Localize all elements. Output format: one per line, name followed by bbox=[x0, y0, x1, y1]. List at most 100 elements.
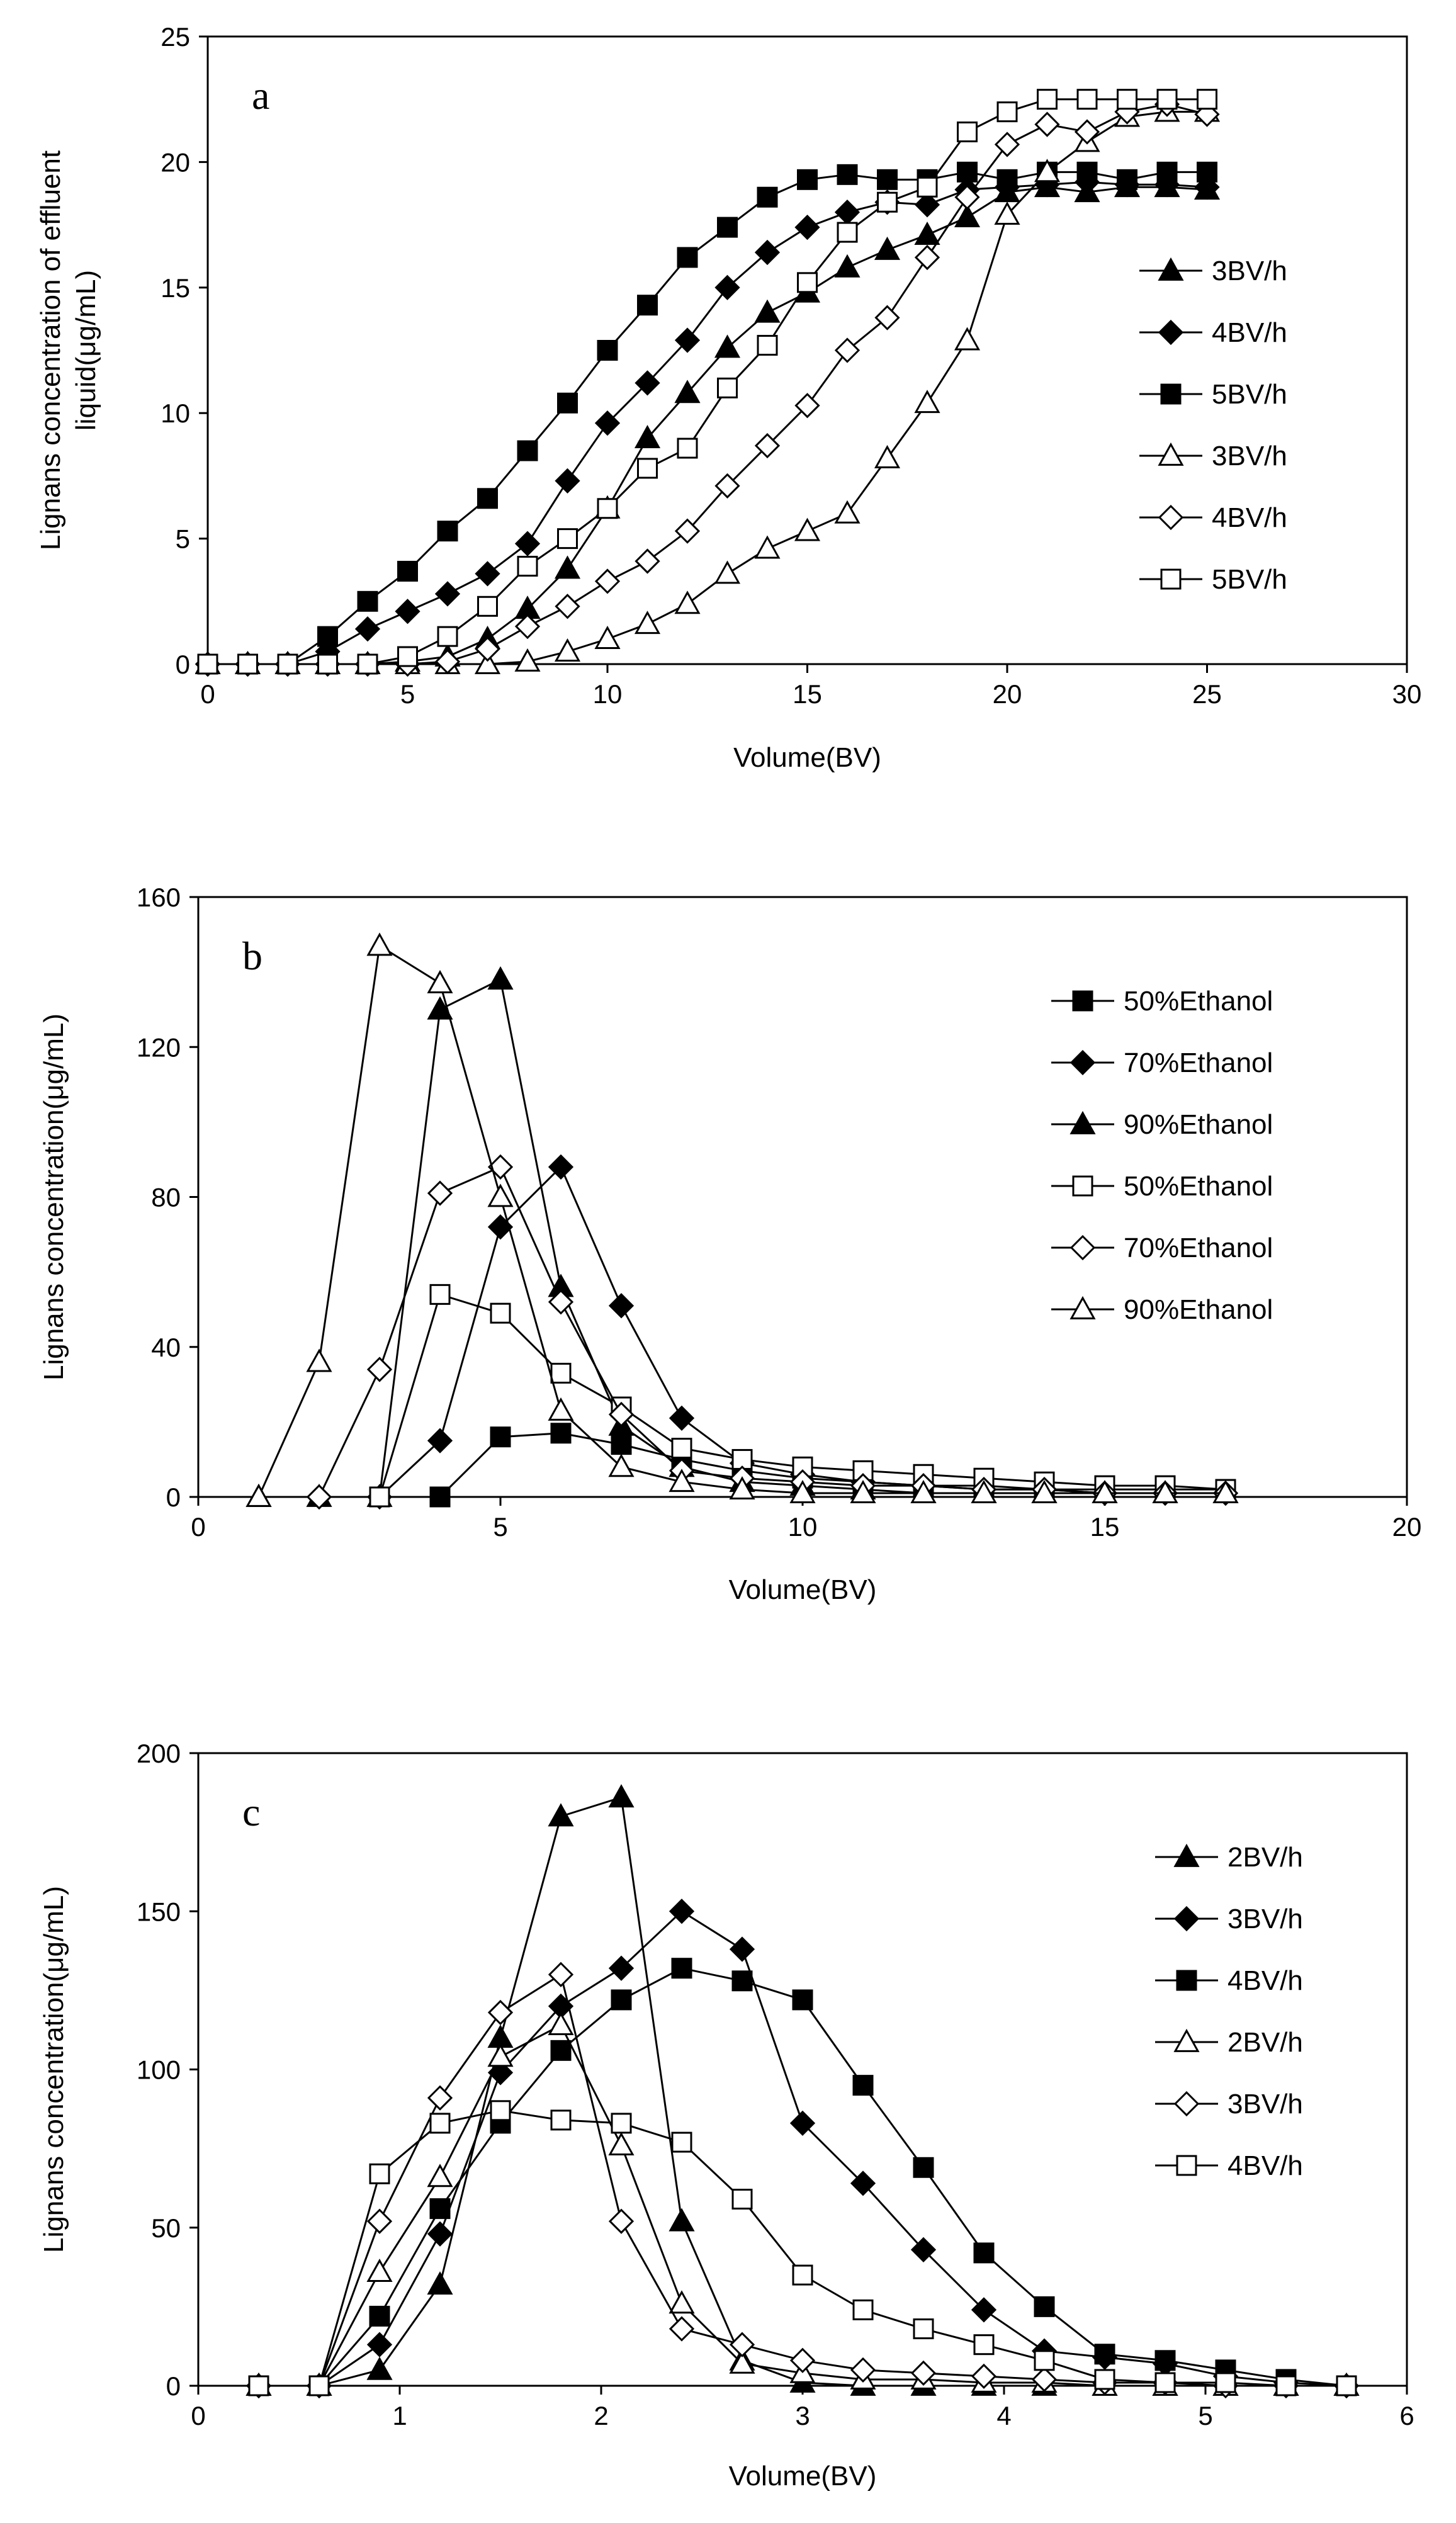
data-point-a-4 bbox=[474, 650, 501, 674]
data-point-c-6 bbox=[913, 2318, 934, 2340]
data-point-a-2 bbox=[354, 616, 381, 642]
data-point-a-4 bbox=[954, 327, 981, 351]
data-point-a-2 bbox=[555, 468, 580, 494]
data-point-a-3 bbox=[397, 560, 418, 582]
legend-label: 5BV/h bbox=[1212, 564, 1287, 595]
data-point-c-2 bbox=[729, 1936, 755, 1962]
y-axis-title-a-line-1: Lignans concentration of effluent bbox=[35, 150, 66, 550]
plot-frame-c bbox=[197, 1752, 1408, 2387]
y-tick-label: 25 bbox=[161, 22, 190, 52]
data-point-a-1 bbox=[874, 236, 901, 260]
data-point-c-3 bbox=[973, 2242, 995, 2264]
series-line-c-6 bbox=[259, 2109, 1346, 2387]
legend-marker bbox=[1158, 442, 1184, 466]
data-point-a-4 bbox=[874, 444, 901, 468]
data-point-a-4 bbox=[674, 590, 701, 614]
data-point-a-2 bbox=[395, 599, 420, 624]
series-b-5 bbox=[306, 1154, 1239, 1510]
data-point-c-6 bbox=[671, 2131, 692, 2153]
x-tick-label: 2 bbox=[594, 2401, 608, 2430]
x-tick-label: 3 bbox=[795, 2401, 810, 2430]
legend-label: 70%Ethanol bbox=[1124, 1233, 1273, 1263]
legend-marker bbox=[1160, 383, 1182, 405]
y-axis-title-c-line-1: Lignans concentration(μg/mL) bbox=[38, 1886, 69, 2253]
data-point-a-5 bbox=[1074, 119, 1100, 145]
data-point-a-5 bbox=[1034, 111, 1060, 137]
series-a-2 bbox=[195, 169, 1220, 677]
data-point-a-3 bbox=[437, 521, 458, 542]
data-point-a-6 bbox=[797, 272, 818, 293]
data-point-c-4 bbox=[487, 2043, 514, 2067]
data-point-a-4 bbox=[794, 517, 821, 541]
data-point-a-5 bbox=[555, 594, 580, 619]
legend-marker bbox=[1072, 990, 1093, 1012]
data-point-b-5 bbox=[366, 1357, 393, 1382]
y-tick-label: 160 bbox=[137, 883, 181, 912]
data-point-c-6 bbox=[1275, 2375, 1297, 2396]
legend-label: 3BV/h bbox=[1227, 1904, 1303, 1934]
data-point-a-6 bbox=[557, 528, 578, 550]
legend-label: 70%Ethanol bbox=[1124, 1047, 1273, 1078]
data-point-b-6 bbox=[427, 969, 453, 993]
series-b-6 bbox=[245, 932, 1239, 1507]
data-point-c-1 bbox=[427, 2271, 453, 2295]
data-point-a-3 bbox=[996, 169, 1018, 190]
data-point-a-6 bbox=[1037, 89, 1058, 110]
y-tick-label: 150 bbox=[137, 1897, 181, 1926]
data-point-a-3 bbox=[717, 217, 738, 238]
data-point-b-5 bbox=[487, 1154, 514, 1180]
data-point-b-6 bbox=[1031, 1479, 1058, 1503]
data-point-b-3 bbox=[487, 966, 514, 990]
data-point-a-6 bbox=[1197, 89, 1217, 110]
data-point-a-3 bbox=[837, 164, 858, 185]
legend-marker bbox=[1158, 319, 1184, 346]
data-point-c-4 bbox=[669, 2290, 695, 2314]
data-point-a-4 bbox=[514, 648, 541, 672]
data-point-c-5 bbox=[427, 2085, 453, 2111]
chart-panel-a: 0 5 10 15 20 25 30 0 5 10 15 20 25 Volume(BV) Lignans … bbox=[35, 22, 1421, 773]
data-point-c-5 bbox=[850, 2357, 876, 2383]
data-point-a-5 bbox=[754, 432, 781, 459]
data-point-c-2 bbox=[427, 2221, 453, 2247]
data-point-a-1 bbox=[834, 254, 861, 278]
panel-label-b: b bbox=[242, 934, 262, 978]
data-point-a-4 bbox=[834, 500, 861, 524]
chart-panel-b: 0 5 10 15 20 0 40 80 120 160 Volume(BV) Lignans con… bbox=[38, 883, 1421, 1605]
x-axis-title-b: Volume(BV) bbox=[729, 1574, 877, 1605]
data-point-c-6 bbox=[973, 2334, 995, 2356]
legend-marker bbox=[1069, 1110, 1096, 1134]
legend-marker bbox=[1176, 2155, 1197, 2176]
series-line-b-2 bbox=[319, 1165, 1226, 1498]
data-point-a-5 bbox=[994, 132, 1020, 157]
data-point-a-3 bbox=[957, 161, 978, 183]
legend-label: 3BV/h bbox=[1227, 2089, 1303, 2119]
data-point-a-4 bbox=[994, 201, 1020, 225]
data-point-c-2 bbox=[366, 2332, 393, 2357]
x-tick-label: 20 bbox=[1392, 1512, 1422, 1542]
data-point-a-5 bbox=[434, 648, 461, 675]
data-point-b-6 bbox=[306, 1348, 332, 1372]
data-point-b-4 bbox=[369, 1486, 390, 1508]
panel-label-c: c bbox=[242, 1790, 260, 1834]
x-tick-label: 5 bbox=[400, 679, 415, 709]
data-point-a-1 bbox=[674, 380, 701, 404]
data-point-b-2 bbox=[608, 1293, 635, 1319]
data-point-b-2 bbox=[427, 1428, 453, 1453]
data-point-a-4 bbox=[634, 611, 661, 635]
data-point-a-2 bbox=[475, 561, 500, 587]
legend-label: 4BV/h bbox=[1212, 502, 1287, 533]
data-point-a-6 bbox=[277, 653, 298, 675]
legend-marker bbox=[1173, 1905, 1200, 1932]
data-point-a-6 bbox=[957, 121, 978, 143]
data-point-c-6 bbox=[731, 2189, 753, 2210]
data-point-b-1 bbox=[490, 1426, 511, 1448]
data-point-a-4 bbox=[554, 638, 581, 662]
legend-label: 4BV/h bbox=[1227, 1965, 1303, 1996]
x-tick-label: 25 bbox=[1192, 679, 1222, 709]
data-point-c-6 bbox=[308, 2375, 330, 2396]
legend-label: 4BV/h bbox=[1227, 2150, 1303, 2181]
data-point-c-6 bbox=[1154, 2372, 1176, 2393]
data-point-a-6 bbox=[677, 437, 698, 459]
data-point-a-6 bbox=[757, 335, 778, 356]
data-point-c-3 bbox=[913, 2157, 934, 2178]
